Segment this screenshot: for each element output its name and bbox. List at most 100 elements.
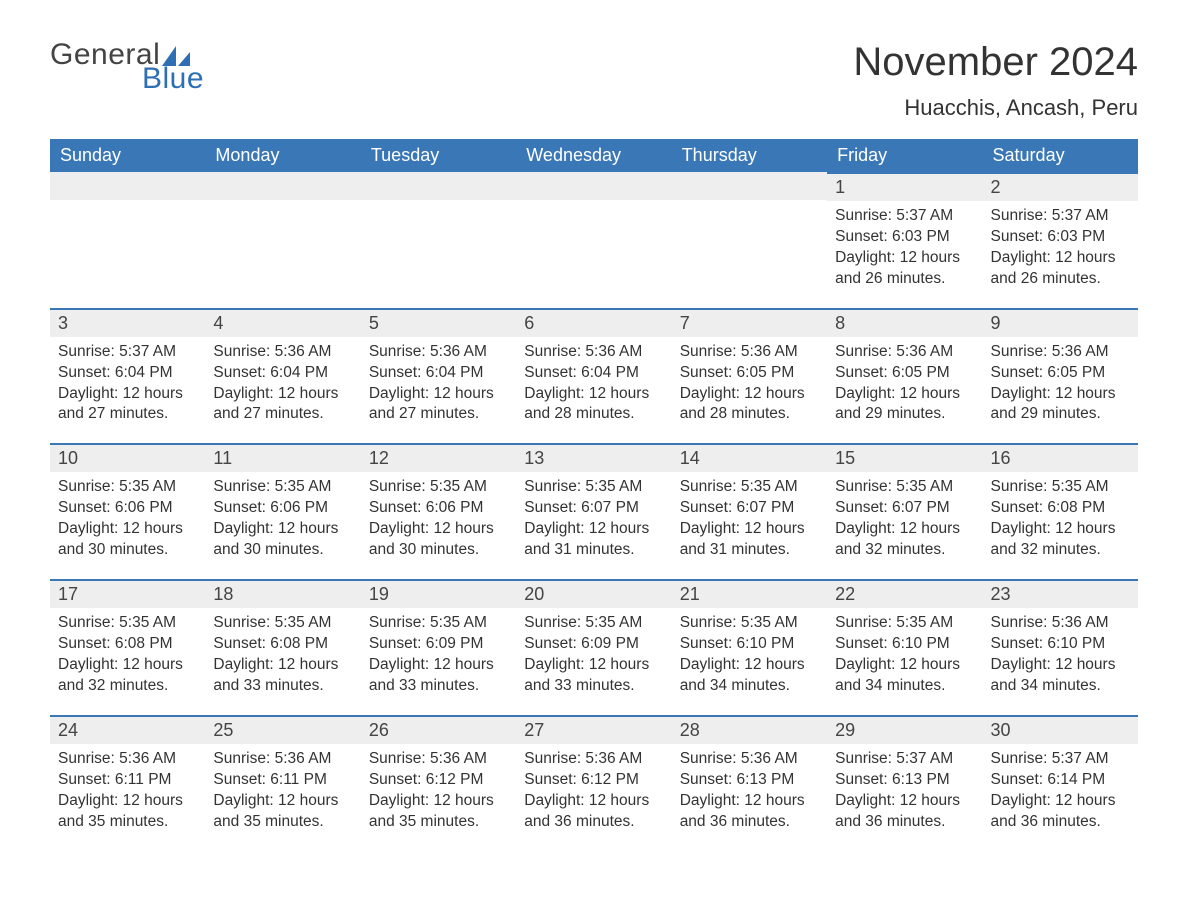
day-details: Sunrise: 5:35 AMSunset: 6:08 PMDaylight:…	[983, 472, 1138, 579]
sunrise-line: Sunrise: 5:35 AM	[835, 613, 974, 634]
sunset-line: Sunset: 6:04 PM	[213, 363, 352, 384]
day-number: 14	[672, 443, 827, 472]
daylight-line: Daylight: 12 hours and 30 minutes.	[58, 519, 197, 561]
calendar-cell: 2Sunrise: 5:37 AMSunset: 6:03 PMDaylight…	[983, 172, 1138, 308]
calendar-cell: 8Sunrise: 5:36 AMSunset: 6:05 PMDaylight…	[827, 308, 982, 444]
day-number: 21	[672, 579, 827, 608]
day-details: Sunrise: 5:36 AMSunset: 6:13 PMDaylight:…	[672, 744, 827, 851]
sunset-line: Sunset: 6:12 PM	[369, 770, 508, 791]
sunset-line: Sunset: 6:08 PM	[991, 498, 1130, 519]
day-number: 1	[827, 172, 982, 201]
sunset-line: Sunset: 6:08 PM	[58, 634, 197, 655]
calendar-table: SundayMondayTuesdayWednesdayThursdayFrid…	[50, 139, 1138, 850]
sunset-line: Sunset: 6:07 PM	[524, 498, 663, 519]
day-header: Thursday	[672, 139, 827, 172]
day-number: 20	[516, 579, 671, 608]
calendar-cell: 16Sunrise: 5:35 AMSunset: 6:08 PMDayligh…	[983, 443, 1138, 579]
calendar-cell: 4Sunrise: 5:36 AMSunset: 6:04 PMDaylight…	[205, 308, 360, 444]
calendar-cell: 28Sunrise: 5:36 AMSunset: 6:13 PMDayligh…	[672, 715, 827, 851]
daylight-line: Daylight: 12 hours and 29 minutes.	[835, 384, 974, 426]
daylight-line: Daylight: 12 hours and 26 minutes.	[835, 248, 974, 290]
calendar-cell: 27Sunrise: 5:36 AMSunset: 6:12 PMDayligh…	[516, 715, 671, 851]
sunset-line: Sunset: 6:04 PM	[58, 363, 197, 384]
calendar-row: 3Sunrise: 5:37 AMSunset: 6:04 PMDaylight…	[50, 308, 1138, 444]
day-details: Sunrise: 5:37 AMSunset: 6:14 PMDaylight:…	[983, 744, 1138, 851]
daylight-line: Daylight: 12 hours and 27 minutes.	[213, 384, 352, 426]
day-number: 2	[983, 172, 1138, 201]
day-number: 18	[205, 579, 360, 608]
day-header: Sunday	[50, 139, 205, 172]
sunrise-line: Sunrise: 5:35 AM	[213, 613, 352, 634]
day-details: Sunrise: 5:35 AMSunset: 6:06 PMDaylight:…	[50, 472, 205, 579]
day-details: Sunrise: 5:36 AMSunset: 6:05 PMDaylight:…	[827, 337, 982, 444]
title-block: November 2024 Huacchis, Ancash, Peru	[853, 40, 1138, 133]
header: General Blue November 2024 Huacchis, Anc…	[50, 40, 1138, 133]
daylight-line: Daylight: 12 hours and 31 minutes.	[680, 519, 819, 561]
day-details: Sunrise: 5:36 AMSunset: 6:04 PMDaylight:…	[361, 337, 516, 444]
sunset-line: Sunset: 6:10 PM	[991, 634, 1130, 655]
daylight-line: Daylight: 12 hours and 34 minutes.	[680, 655, 819, 697]
day-number: 8	[827, 308, 982, 337]
day-details: Sunrise: 5:37 AMSunset: 6:03 PMDaylight:…	[983, 201, 1138, 308]
sunrise-line: Sunrise: 5:36 AM	[369, 749, 508, 770]
calendar-cell: 19Sunrise: 5:35 AMSunset: 6:09 PMDayligh…	[361, 579, 516, 715]
calendar-cell	[672, 172, 827, 308]
sunrise-line: Sunrise: 5:35 AM	[58, 613, 197, 634]
calendar-cell: 1Sunrise: 5:37 AMSunset: 6:03 PMDaylight…	[827, 172, 982, 308]
day-number: 30	[983, 715, 1138, 744]
calendar-cell: 11Sunrise: 5:35 AMSunset: 6:06 PMDayligh…	[205, 443, 360, 579]
daylight-line: Daylight: 12 hours and 32 minutes.	[58, 655, 197, 697]
day-details: Sunrise: 5:36 AMSunset: 6:12 PMDaylight:…	[516, 744, 671, 851]
daylight-line: Daylight: 12 hours and 30 minutes.	[213, 519, 352, 561]
calendar-cell: 25Sunrise: 5:36 AMSunset: 6:11 PMDayligh…	[205, 715, 360, 851]
sunrise-line: Sunrise: 5:37 AM	[58, 342, 197, 363]
daylight-line: Daylight: 12 hours and 26 minutes.	[991, 248, 1130, 290]
sunrise-line: Sunrise: 5:35 AM	[680, 613, 819, 634]
sunset-line: Sunset: 6:11 PM	[213, 770, 352, 791]
empty-day	[672, 172, 827, 200]
sunset-line: Sunset: 6:05 PM	[680, 363, 819, 384]
daylight-line: Daylight: 12 hours and 28 minutes.	[680, 384, 819, 426]
day-details: Sunrise: 5:36 AMSunset: 6:10 PMDaylight:…	[983, 608, 1138, 715]
daylight-line: Daylight: 12 hours and 32 minutes.	[991, 519, 1130, 561]
sunrise-line: Sunrise: 5:35 AM	[991, 477, 1130, 498]
sunset-line: Sunset: 6:13 PM	[680, 770, 819, 791]
day-number: 22	[827, 579, 982, 608]
empty-day	[361, 172, 516, 200]
calendar-cell: 22 Sunrise: 5:35 AMSunset: 6:10 PMDayligh…	[827, 579, 982, 715]
calendar-row: 10Sunrise: 5:35 AMSunset: 6:06 PMDayligh…	[50, 443, 1138, 579]
daylight-line: Daylight: 12 hours and 36 minutes.	[680, 791, 819, 833]
day-number: 26	[361, 715, 516, 744]
day-details: Sunrise: 5:36 AMSunset: 6:05 PMDaylight:…	[983, 337, 1138, 444]
daylight-line: Daylight: 12 hours and 30 minutes.	[369, 519, 508, 561]
sunrise-line: Sunrise: 5:36 AM	[524, 749, 663, 770]
day-details: Sunrise: 5:35 AMSunset: 6:10 PMDaylight:…	[672, 608, 827, 715]
sunrise-line: Sunrise: 5:36 AM	[369, 342, 508, 363]
calendar-cell: 12Sunrise: 5:35 AMSunset: 6:06 PMDayligh…	[361, 443, 516, 579]
calendar-row: 1Sunrise: 5:37 AMSunset: 6:03 PMDaylight…	[50, 172, 1138, 308]
daylight-line: Daylight: 12 hours and 32 minutes.	[835, 519, 974, 561]
day-details: Sunrise: 5:36 AMSunset: 6:05 PMDaylight:…	[672, 337, 827, 444]
calendar-cell: 23Sunrise: 5:36 AMSunset: 6:10 PMDayligh…	[983, 579, 1138, 715]
day-header: Saturday	[983, 139, 1138, 172]
empty-day	[516, 172, 671, 200]
sunrise-line: Sunrise: 5:36 AM	[991, 613, 1130, 634]
sunset-line: Sunset: 6:07 PM	[835, 498, 974, 519]
daylight-line: Daylight: 12 hours and 34 minutes.	[835, 655, 974, 697]
sunset-line: Sunset: 6:10 PM	[835, 634, 974, 655]
daylight-line: Daylight: 12 hours and 36 minutes.	[991, 791, 1130, 833]
calendar-cell: 21Sunrise: 5:35 AMSunset: 6:10 PMDayligh…	[672, 579, 827, 715]
day-header: Friday	[827, 139, 982, 172]
day-details: Sunrise: 5:35 AMSunset: 6:09 PMDaylight:…	[516, 608, 671, 715]
day-details: Sunrise: 5:35 AMSunset: 6:07 PMDaylight:…	[827, 472, 982, 579]
sunset-line: Sunset: 6:06 PM	[58, 498, 197, 519]
sunset-line: Sunset: 6:09 PM	[369, 634, 508, 655]
day-number: 7	[672, 308, 827, 337]
calendar-cell: 26Sunrise: 5:36 AMSunset: 6:12 PMDayligh…	[361, 715, 516, 851]
day-details: Sunrise: 5:35 AMSunset: 6:08 PMDaylight:…	[205, 608, 360, 715]
day-number: 19	[361, 579, 516, 608]
day-details: Sunrise: 5:36 AMSunset: 6:11 PMDaylight:…	[50, 744, 205, 851]
calendar-body: 1Sunrise: 5:37 AMSunset: 6:03 PMDaylight…	[50, 172, 1138, 850]
sunrise-line: Sunrise: 5:36 AM	[58, 749, 197, 770]
daylight-line: Daylight: 12 hours and 31 minutes.	[524, 519, 663, 561]
